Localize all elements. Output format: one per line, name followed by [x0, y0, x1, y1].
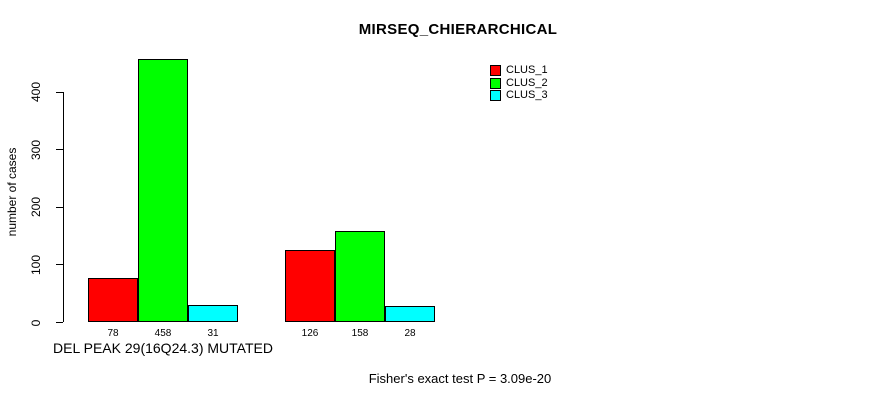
- bar-clus-1-group-2: [285, 249, 335, 323]
- bar-value-label: 126: [301, 328, 319, 339]
- legend-label: CLUS_3: [506, 89, 548, 102]
- bar-clus-3-group-1: [188, 304, 238, 323]
- y-axis-tick-label: 100: [29, 254, 43, 275]
- y-axis-tick: [56, 149, 63, 151]
- bar-value-label: 28: [404, 328, 416, 339]
- chart-title: MIRSEQ_CHIERARCHICAL: [358, 21, 558, 38]
- legend-label: CLUS_2: [506, 76, 548, 89]
- y-axis-tick: [56, 322, 63, 323]
- y-axis-label: number of cases: [5, 147, 19, 237]
- x-axis-group-label: DEL PEAK 29(16Q24.3) MUTATED: [53, 340, 273, 356]
- bar-clus-2-group-2: [335, 231, 385, 323]
- bar-value-label: 78: [107, 328, 119, 339]
- bar-value-label: 158: [351, 328, 369, 339]
- bar-clus-2-group-1: [138, 58, 188, 323]
- legend-swatch-clus-2: [490, 77, 501, 89]
- y-axis-tick-label: 400: [29, 82, 43, 103]
- bar-clus-3-group-2: [385, 306, 435, 323]
- legend-swatch-clus-1: [490, 65, 501, 76]
- y-axis-tick: [56, 206, 63, 208]
- legend-swatch-clus-3: [490, 90, 501, 102]
- bar-clus-1-group-1: [88, 277, 138, 323]
- annotation-text: Fisher's exact test P = 3.09e-20: [368, 371, 552, 386]
- y-axis-tick-label: 200: [29, 197, 43, 218]
- y-axis-tick-label: 300: [29, 139, 43, 160]
- bar-value-label: 458: [154, 328, 172, 339]
- bar-value-label: 31: [207, 328, 219, 339]
- y-axis-tick-label: 0: [29, 319, 43, 326]
- legend-label: CLUS_1: [506, 64, 548, 76]
- y-axis-line: [63, 92, 64, 323]
- y-axis-tick: [56, 264, 63, 266]
- y-axis-tick: [56, 91, 63, 93]
